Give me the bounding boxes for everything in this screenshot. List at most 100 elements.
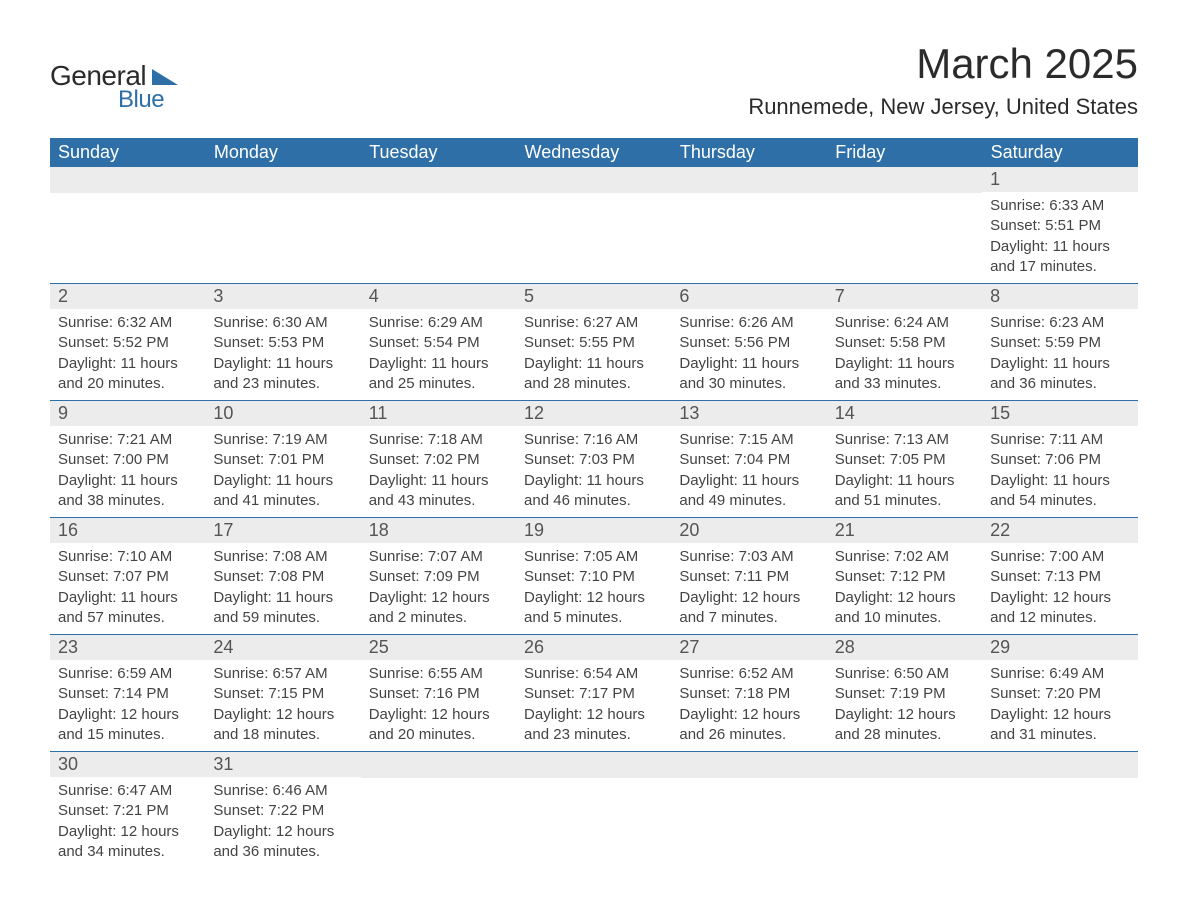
day-content: Sunrise: 7:00 AMSunset: 7:13 PMDaylight:… (982, 543, 1137, 634)
day-content: Sunrise: 7:08 AMSunset: 7:08 PMDaylight:… (205, 543, 360, 634)
calendar-day-cell (671, 752, 826, 869)
sunrise-text: Sunrise: 6:23 AM (990, 313, 1129, 333)
daylight-text: Daylight: 11 hours and 25 minutes. (369, 354, 508, 395)
day-number: 15 (982, 401, 1137, 426)
day-content: Sunrise: 6:47 AMSunset: 7:21 PMDaylight:… (50, 777, 205, 868)
sunrise-text: Sunrise: 7:02 AM (835, 547, 974, 567)
daylight-text: Daylight: 12 hours and 10 minutes. (835, 588, 974, 629)
day-content: Sunrise: 6:52 AMSunset: 7:18 PMDaylight:… (671, 660, 826, 751)
day-content: Sunrise: 6:29 AMSunset: 5:54 PMDaylight:… (361, 309, 516, 400)
calendar-day-cell: 4Sunrise: 6:29 AMSunset: 5:54 PMDaylight… (361, 284, 516, 401)
day-number (671, 167, 826, 193)
daylight-text: Daylight: 11 hours and 43 minutes. (369, 471, 508, 512)
sunset-text: Sunset: 7:04 PM (679, 450, 818, 470)
day-number: 8 (982, 284, 1137, 309)
calendar-week-row: 2Sunrise: 6:32 AMSunset: 5:52 PMDaylight… (50, 284, 1138, 401)
day-number (516, 167, 671, 193)
calendar-day-cell: 11Sunrise: 7:18 AMSunset: 7:02 PMDayligh… (361, 401, 516, 518)
sunrise-text: Sunrise: 7:18 AM (369, 430, 508, 450)
sunrise-text: Sunrise: 6:47 AM (58, 781, 197, 801)
sunrise-text: Sunrise: 6:33 AM (990, 196, 1129, 216)
sunset-text: Sunset: 7:20 PM (990, 684, 1129, 704)
sunrise-text: Sunrise: 6:26 AM (679, 313, 818, 333)
daylight-text: Daylight: 12 hours and 12 minutes. (990, 588, 1129, 629)
day-header: Sunday (50, 138, 205, 167)
day-content: Sunrise: 6:30 AMSunset: 5:53 PMDaylight:… (205, 309, 360, 400)
calendar-day-cell: 25Sunrise: 6:55 AMSunset: 7:16 PMDayligh… (361, 635, 516, 752)
day-content: Sunrise: 6:50 AMSunset: 7:19 PMDaylight:… (827, 660, 982, 751)
calendar-day-cell (361, 167, 516, 284)
sunrise-text: Sunrise: 7:05 AM (524, 547, 663, 567)
day-number: 13 (671, 401, 826, 426)
day-content: Sunrise: 7:10 AMSunset: 7:07 PMDaylight:… (50, 543, 205, 634)
day-number: 16 (50, 518, 205, 543)
calendar-day-cell (671, 167, 826, 284)
day-number: 29 (982, 635, 1137, 660)
sunrise-text: Sunrise: 7:03 AM (679, 547, 818, 567)
calendar-day-cell: 27Sunrise: 6:52 AMSunset: 7:18 PMDayligh… (671, 635, 826, 752)
daylight-text: Daylight: 12 hours and 20 minutes. (369, 705, 508, 746)
day-number: 2 (50, 284, 205, 309)
day-number: 3 (205, 284, 360, 309)
calendar-day-cell: 15Sunrise: 7:11 AMSunset: 7:06 PMDayligh… (982, 401, 1137, 518)
calendar-week-row: 16Sunrise: 7:10 AMSunset: 7:07 PMDayligh… (50, 518, 1138, 635)
calendar-day-cell (516, 167, 671, 284)
sunrise-text: Sunrise: 6:29 AM (369, 313, 508, 333)
day-header: Saturday (982, 138, 1137, 167)
sunrise-text: Sunrise: 6:46 AM (213, 781, 352, 801)
calendar-day-cell: 22Sunrise: 7:00 AMSunset: 7:13 PMDayligh… (982, 518, 1137, 635)
daylight-text: Daylight: 12 hours and 26 minutes. (679, 705, 818, 746)
day-number: 7 (827, 284, 982, 309)
calendar-table: Sunday Monday Tuesday Wednesday Thursday… (50, 138, 1138, 868)
day-content (982, 778, 1137, 838)
daylight-text: Daylight: 11 hours and 51 minutes. (835, 471, 974, 512)
day-number: 25 (361, 635, 516, 660)
calendar-week-row: 30Sunrise: 6:47 AMSunset: 7:21 PMDayligh… (50, 752, 1138, 869)
day-number: 28 (827, 635, 982, 660)
calendar-day-cell: 8Sunrise: 6:23 AMSunset: 5:59 PMDaylight… (982, 284, 1137, 401)
daylight-text: Daylight: 12 hours and 34 minutes. (58, 822, 197, 863)
daylight-text: Daylight: 11 hours and 38 minutes. (58, 471, 197, 512)
daylight-text: Daylight: 12 hours and 2 minutes. (369, 588, 508, 629)
calendar-day-cell: 28Sunrise: 6:50 AMSunset: 7:19 PMDayligh… (827, 635, 982, 752)
sunset-text: Sunset: 7:13 PM (990, 567, 1129, 587)
day-number: 18 (361, 518, 516, 543)
sunrise-text: Sunrise: 7:19 AM (213, 430, 352, 450)
daylight-text: Daylight: 11 hours and 54 minutes. (990, 471, 1129, 512)
sunset-text: Sunset: 5:58 PM (835, 333, 974, 353)
calendar-day-cell: 13Sunrise: 7:15 AMSunset: 7:04 PMDayligh… (671, 401, 826, 518)
daylight-text: Daylight: 12 hours and 36 minutes. (213, 822, 352, 863)
day-number: 5 (516, 284, 671, 309)
day-number: 10 (205, 401, 360, 426)
calendar-day-cell: 30Sunrise: 6:47 AMSunset: 7:21 PMDayligh… (50, 752, 205, 869)
day-content: Sunrise: 6:59 AMSunset: 7:14 PMDaylight:… (50, 660, 205, 751)
calendar-day-cell: 7Sunrise: 6:24 AMSunset: 5:58 PMDaylight… (827, 284, 982, 401)
sunrise-text: Sunrise: 7:00 AM (990, 547, 1129, 567)
sunrise-text: Sunrise: 7:15 AM (679, 430, 818, 450)
daylight-text: Daylight: 11 hours and 17 minutes. (990, 237, 1129, 278)
daylight-text: Daylight: 11 hours and 36 minutes. (990, 354, 1129, 395)
day-number (982, 752, 1137, 778)
calendar-week-row: 9Sunrise: 7:21 AMSunset: 7:00 PMDaylight… (50, 401, 1138, 518)
calendar-day-cell: 24Sunrise: 6:57 AMSunset: 7:15 PMDayligh… (205, 635, 360, 752)
sunset-text: Sunset: 5:51 PM (990, 216, 1129, 236)
day-number: 21 (827, 518, 982, 543)
day-content (827, 778, 982, 838)
sunset-text: Sunset: 5:53 PM (213, 333, 352, 353)
sunset-text: Sunset: 7:16 PM (369, 684, 508, 704)
calendar-day-cell: 1Sunrise: 6:33 AMSunset: 5:51 PMDaylight… (982, 167, 1137, 284)
day-content: Sunrise: 7:07 AMSunset: 7:09 PMDaylight:… (361, 543, 516, 634)
day-content: Sunrise: 7:19 AMSunset: 7:01 PMDaylight:… (205, 426, 360, 517)
sunrise-text: Sunrise: 6:55 AM (369, 664, 508, 684)
day-header: Friday (827, 138, 982, 167)
sunrise-text: Sunrise: 6:49 AM (990, 664, 1129, 684)
sunrise-text: Sunrise: 7:10 AM (58, 547, 197, 567)
daylight-text: Daylight: 12 hours and 31 minutes. (990, 705, 1129, 746)
day-number (671, 752, 826, 778)
day-content: Sunrise: 6:55 AMSunset: 7:16 PMDaylight:… (361, 660, 516, 751)
calendar-day-cell: 20Sunrise: 7:03 AMSunset: 7:11 PMDayligh… (671, 518, 826, 635)
calendar-day-cell: 29 Sunrise: 6:49 AMSunset: 7:20 PMDayligh… (982, 635, 1137, 752)
day-content: Sunrise: 7:02 AMSunset: 7:12 PMDaylight:… (827, 543, 982, 634)
day-content: Sunrise: 7:13 AMSunset: 7:05 PMDaylight:… (827, 426, 982, 517)
sunrise-text: Sunrise: 6:54 AM (524, 664, 663, 684)
